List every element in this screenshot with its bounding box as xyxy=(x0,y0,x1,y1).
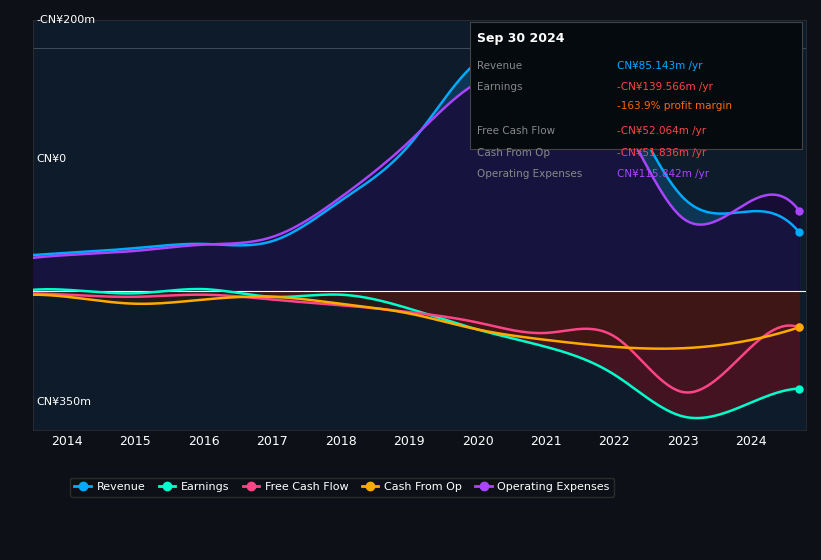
Text: -CN¥52.064m /yr: -CN¥52.064m /yr xyxy=(617,126,706,136)
Text: Sep 30 2024: Sep 30 2024 xyxy=(477,32,565,45)
Text: Free Cash Flow: Free Cash Flow xyxy=(477,126,556,136)
Legend: Revenue, Earnings, Free Cash Flow, Cash From Op, Operating Expenses: Revenue, Earnings, Free Cash Flow, Cash … xyxy=(70,478,614,497)
Text: -163.9% profit margin: -163.9% profit margin xyxy=(617,101,732,111)
Text: Operating Expenses: Operating Expenses xyxy=(477,169,583,179)
Text: CN¥85.143m /yr: CN¥85.143m /yr xyxy=(617,61,702,71)
Text: -CN¥200m: -CN¥200m xyxy=(37,15,96,25)
Text: CN¥350m: CN¥350m xyxy=(37,398,92,408)
Text: Cash From Op: Cash From Op xyxy=(477,148,550,157)
FancyBboxPatch shape xyxy=(470,22,802,150)
Text: -CN¥139.566m /yr: -CN¥139.566m /yr xyxy=(617,82,713,92)
Text: -CN¥51.836m /yr: -CN¥51.836m /yr xyxy=(617,148,706,157)
Text: Earnings: Earnings xyxy=(477,82,523,92)
Text: CN¥0: CN¥0 xyxy=(37,154,67,164)
Text: CN¥115.842m /yr: CN¥115.842m /yr xyxy=(617,169,709,179)
Text: Revenue: Revenue xyxy=(477,61,522,71)
